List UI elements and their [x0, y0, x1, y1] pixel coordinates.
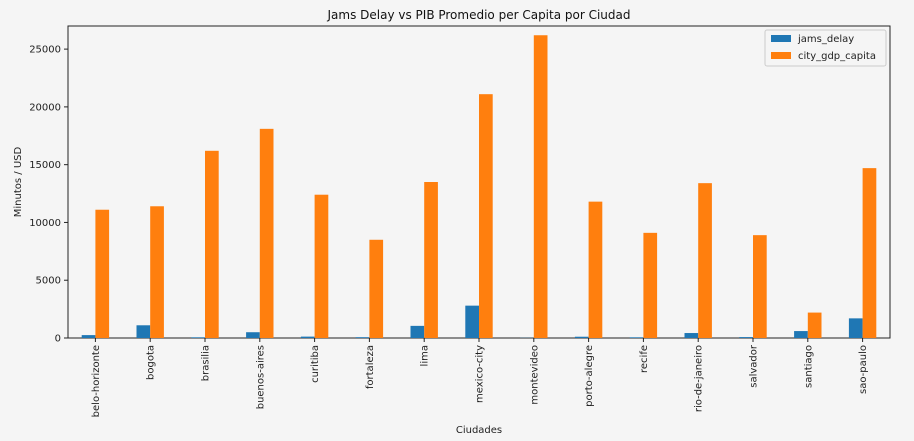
- bar-jams-delay-mexico-city: [465, 305, 479, 338]
- y-tick-label: 15000: [29, 160, 61, 171]
- bar-jams-delay-curitiba: [300, 336, 315, 338]
- bar-jams-delay-fortaleza: [355, 337, 370, 338]
- x-tick-label-fortaleza: fortaleza: [365, 345, 376, 389]
- y-tick-label: 20000: [29, 102, 61, 113]
- bar-jams-delay-buenos-aires: [246, 332, 260, 338]
- bar-jams-delay-rio-de-janeiro: [684, 333, 699, 338]
- y-axis: 0 5000 10000 15000 20000 25000: [29, 45, 68, 345]
- bar-city-gdp-capita-buenos-aires: [259, 128, 274, 338]
- bar-city-gdp-capita-bogota: [150, 206, 164, 338]
- bar-city-gdp-capita-belo-horizonte: [95, 209, 110, 338]
- bar-city-gdp-capita-porto-alegre: [588, 201, 603, 338]
- x-tick-label-mexico-city: mexico-city: [475, 345, 486, 403]
- legend-swatch-city-gdp-capita: [771, 52, 791, 59]
- bar-city-gdp-capita-salvador: [753, 235, 767, 338]
- x-tick-label-lima: lima: [420, 345, 431, 366]
- y-tick-label: 5000: [36, 276, 61, 287]
- x-tick-label-brasilia: brasilia: [201, 345, 212, 381]
- legend-box: [764, 29, 887, 67]
- bars: [81, 35, 877, 338]
- x-tick-label-porto-alegre: porto-alegre: [584, 345, 595, 407]
- bar-city-gdp-capita-lima: [424, 182, 438, 338]
- bar-jams-delay-bogota: [136, 325, 151, 338]
- y-tick-label: 10000: [29, 218, 61, 229]
- y-tick-label: 25000: [29, 45, 61, 56]
- x-tick-label-sao-paulo: sao-paulo: [858, 345, 869, 394]
- bar-city-gdp-capita-mexico-city: [479, 94, 493, 338]
- bar-jams-delay-salvador: [739, 337, 753, 338]
- bar-jams-delay-sao-paulo: [848, 318, 863, 338]
- y-tick-label: 0: [55, 334, 61, 345]
- legend-label-city-gdp-capita: city_gdp_capita: [798, 51, 876, 62]
- bar-city-gdp-capita-recife: [643, 232, 658, 338]
- bar-city-gdp-capita-curitiba: [314, 194, 329, 338]
- x-tick-label-recife: recife: [639, 345, 650, 373]
- x-tick-label-buenos-aires: buenos-aires: [255, 345, 266, 409]
- bar-city-gdp-capita-brasilia: [205, 150, 219, 338]
- x-tick-label-montevideo: montevideo: [529, 345, 540, 405]
- bar-jams-delay-brasilia: [191, 337, 205, 338]
- bar-jams-delay-santiago: [794, 331, 808, 338]
- bar-city-gdp-capita-santiago: [807, 312, 822, 338]
- legend: jams_delay city_gdp_capita: [764, 29, 887, 67]
- x-tick-label-curitiba: curitiba: [310, 345, 321, 383]
- y-axis-label: Minutos / USD: [13, 146, 24, 217]
- bar-jams-delay-porto-alegre: [574, 336, 589, 338]
- chart-title: Jams Delay vs PIB Promedio per Capita po…: [327, 8, 631, 22]
- bar-city-gdp-capita-fortaleza: [369, 239, 384, 338]
- x-tick-label-salvador: salvador: [749, 344, 760, 388]
- x-tick-label-santiago: santiago: [803, 345, 814, 388]
- bar-jams-delay-belo-horizonte: [81, 335, 96, 338]
- x-axis: belo-horizonte bogota brasilia buenos-aires…: [91, 338, 869, 417]
- x-axis-label: Ciudades: [456, 425, 502, 436]
- x-tick-label-belo-horizonte: belo-horizonte: [91, 345, 102, 417]
- x-tick-label-bogota: bogota: [146, 345, 157, 380]
- legend-swatch-jams-delay: [771, 35, 791, 42]
- bar-city-gdp-capita-sao-paulo: [862, 168, 877, 338]
- bar-jams-delay-recife: [629, 337, 644, 338]
- legend-label-jams-delay: jams_delay: [797, 34, 854, 45]
- bar-jams-delay-lima: [410, 325, 425, 338]
- x-tick-label-rio-de-janeiro: rio-de-janeiro: [694, 345, 705, 412]
- bar-city-gdp-capita-rio-de-janeiro: [698, 183, 712, 338]
- bar-city-gdp-capita-montevideo: [533, 35, 548, 338]
